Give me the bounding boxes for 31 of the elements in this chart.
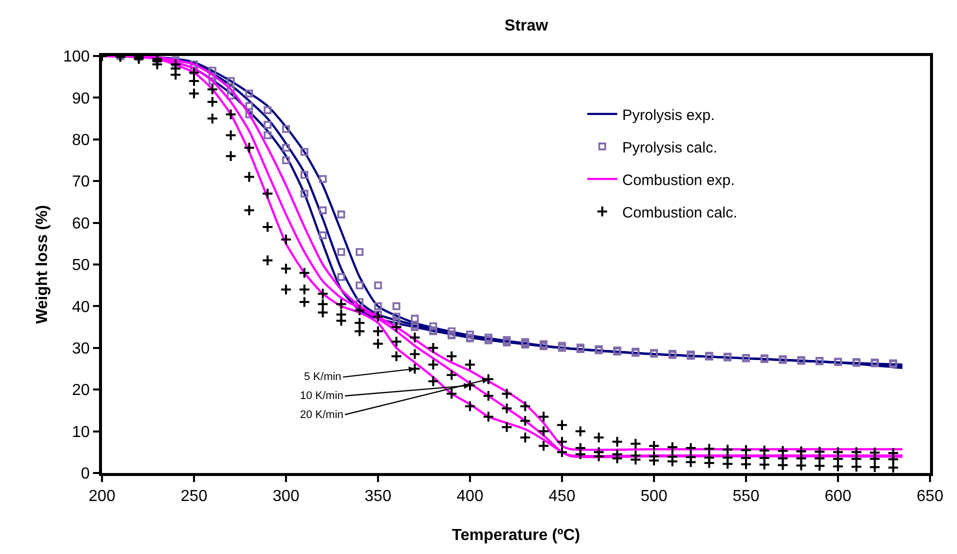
y-tick-label: 70 (72, 174, 90, 191)
x-tick-label: 650 (916, 488, 944, 506)
x-tick-label: 400 (456, 488, 484, 506)
annotation: 10 K/min (300, 390, 344, 402)
y-tick-label: 20 (72, 382, 90, 400)
legend-label: Combustion calc. (622, 204, 738, 222)
y-tick-label: 30 (72, 340, 90, 358)
y-tick-label: 60 (72, 215, 90, 232)
x-tick-label: 300 (272, 488, 300, 506)
legend-label: Pyrolysis calc. (622, 139, 718, 156)
x-tick-label: 550 (732, 488, 760, 506)
y-tick-label: 40 (72, 298, 90, 316)
y-tick-label: 90 (72, 90, 90, 108)
y-tick-label: 10 (72, 424, 90, 441)
y-tick-label: 100 (63, 48, 90, 66)
y-tick-label: 80 (72, 132, 90, 149)
x-tick-label: 600 (824, 488, 852, 506)
x-tick-label: 250 (180, 488, 208, 506)
x-tick-label: 500 (640, 488, 668, 506)
y-tick-label: 0 (80, 466, 90, 483)
x-tick-label: 200 (88, 488, 116, 506)
annotation: 20 K/min (300, 409, 344, 421)
legend-label: Pyrolysis exp. (622, 106, 715, 124)
y-tick-label: 50 (72, 257, 90, 274)
legend-label: Combustion exp. (622, 172, 735, 189)
x-tick-label: 350 (364, 488, 392, 506)
x-tick-label: 450 (548, 488, 576, 506)
x-axis-title: Temperature (ºC) (452, 526, 580, 544)
y-axis-title: Weight loss (%) (34, 205, 51, 324)
annotation: 5 K/min (304, 371, 342, 383)
chart-title: Straw (504, 18, 549, 35)
